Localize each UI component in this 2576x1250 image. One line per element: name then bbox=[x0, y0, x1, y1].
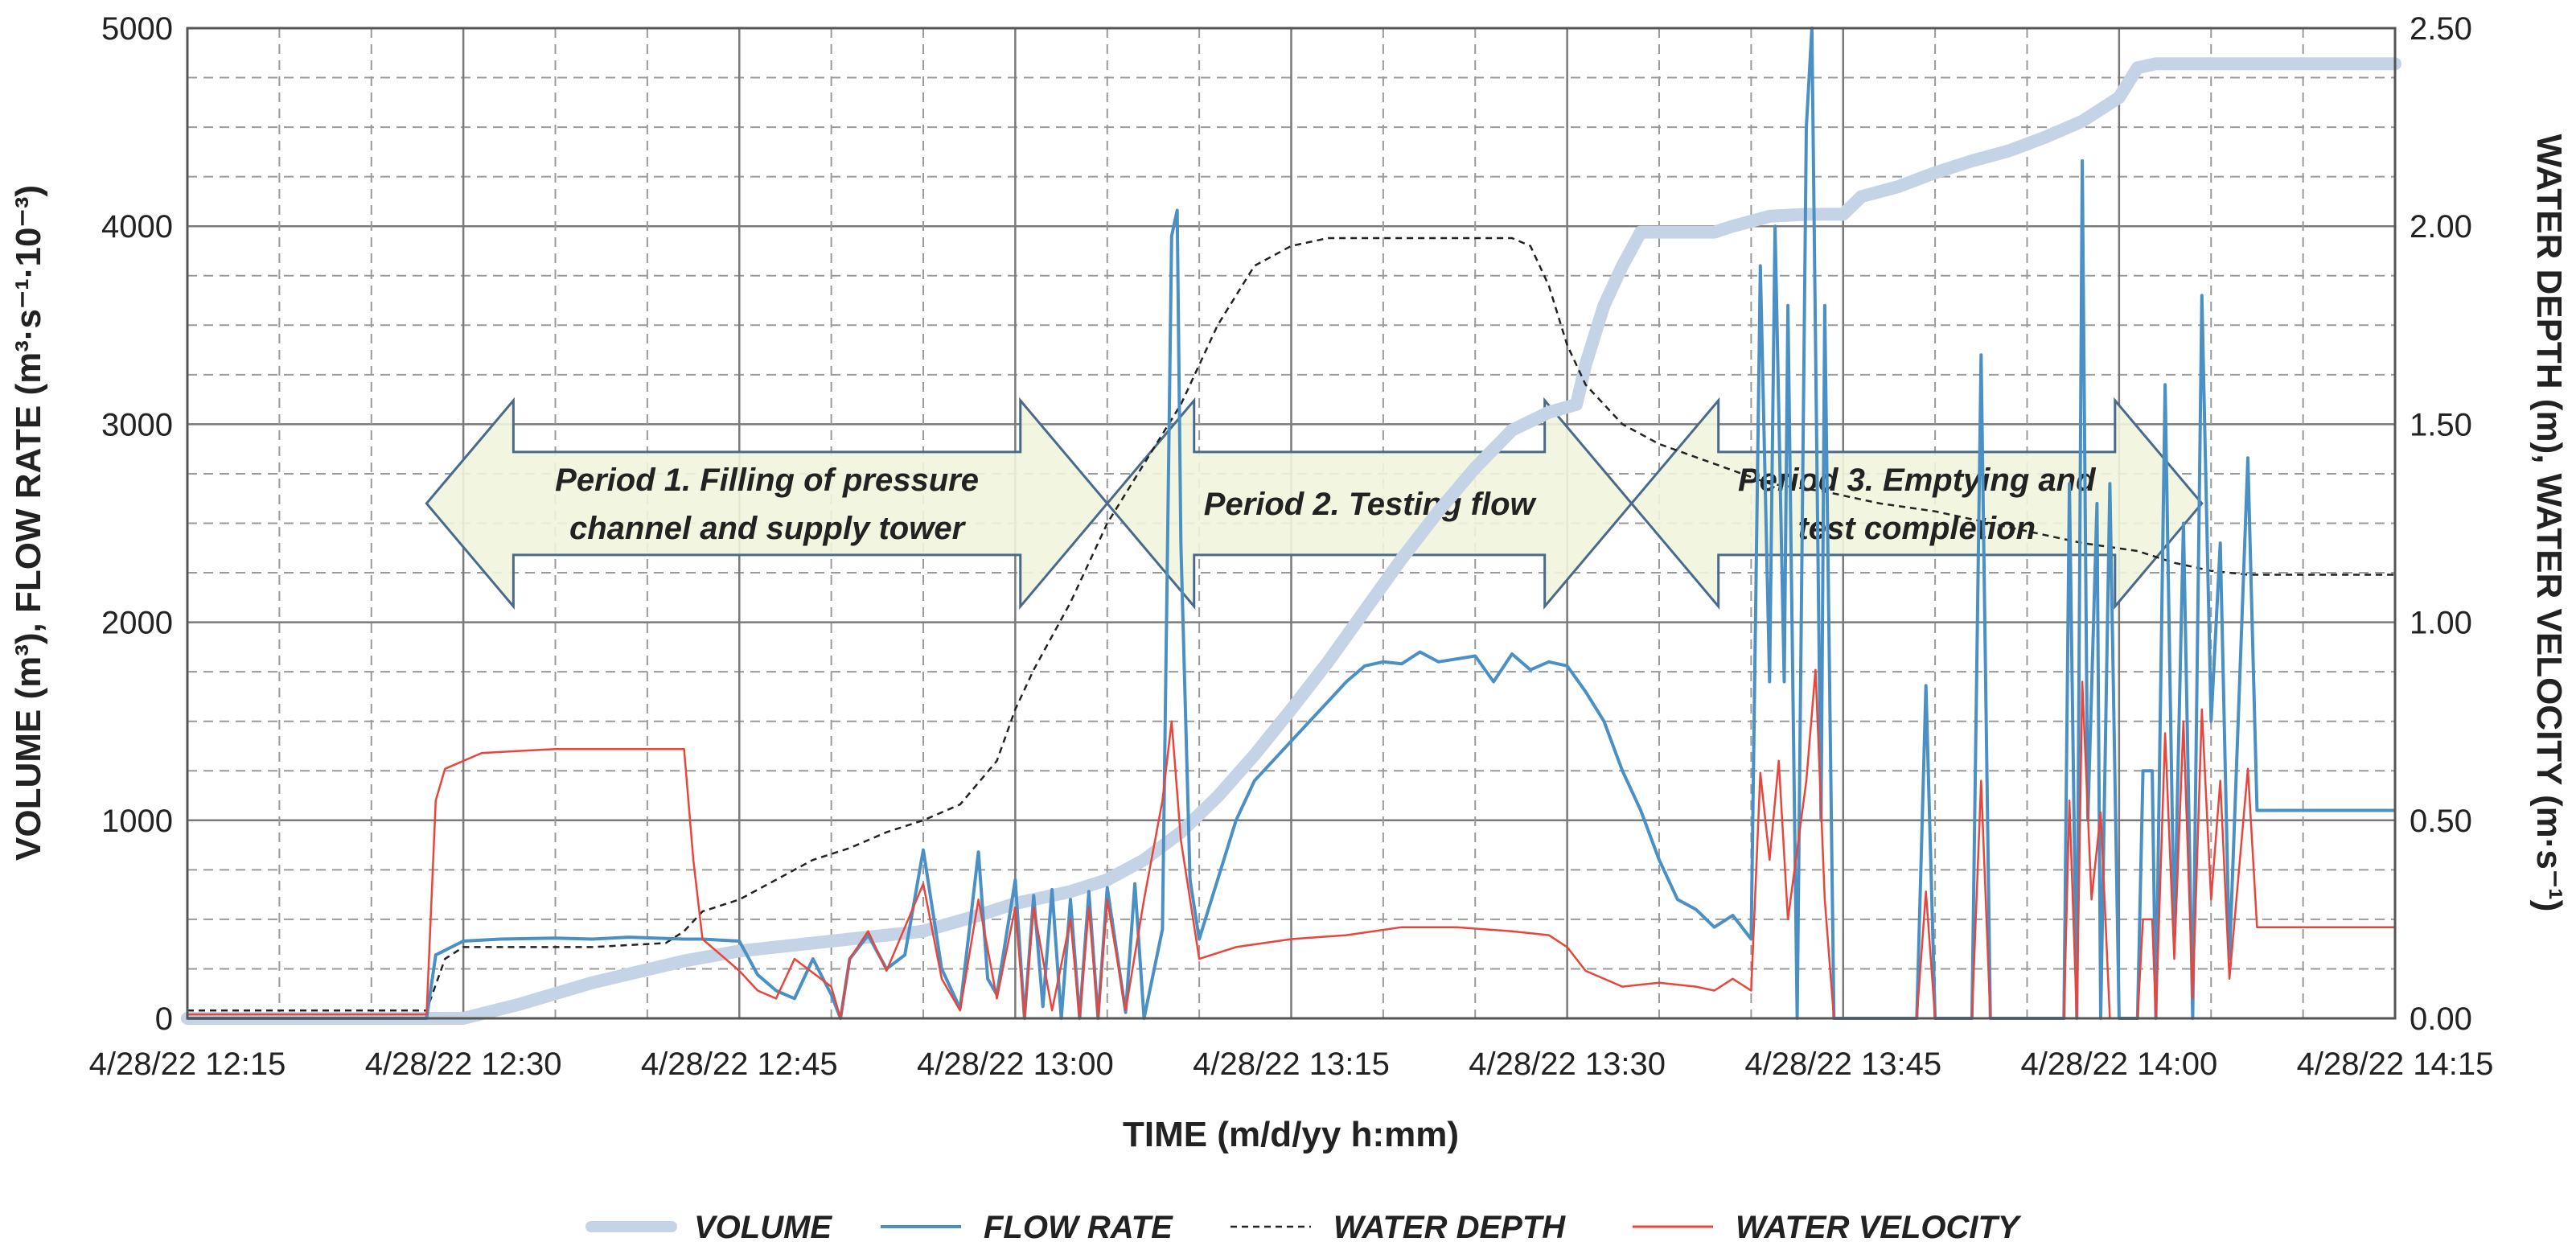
x-tick-label: 4/28/22 13:30 bbox=[1469, 1046, 1666, 1082]
x-tick-label: 4/28/22 12:15 bbox=[89, 1046, 286, 1082]
y-right-tick-label: 0.50 bbox=[2410, 804, 2472, 839]
series-layer bbox=[181, 27, 2401, 1025]
plot-frame bbox=[186, 27, 2397, 1020]
legend-label-volume: VOLUME bbox=[694, 1210, 832, 1245]
period-label-3: Period 3. Emptying and bbox=[1738, 463, 2097, 498]
x-tick-label: 4/28/22 14:15 bbox=[2297, 1046, 2494, 1082]
y-right-tick-label: 0.00 bbox=[2410, 1001, 2472, 1037]
y-right-tick-label: 2.50 bbox=[2410, 11, 2472, 47]
period-arrow-1 bbox=[425, 397, 1109, 610]
series-line-volume bbox=[181, 57, 2401, 1025]
period-label-1: Period 1. Filling of pressure bbox=[555, 463, 979, 498]
x-tick-label: 4/28/22 13:00 bbox=[917, 1046, 1114, 1082]
period-arrows: Period 1. Filling of pressure channel and… bbox=[425, 397, 2204, 610]
x-tick-label: 4/28/22 13:15 bbox=[1193, 1046, 1390, 1082]
y-right-tick-label: 1.50 bbox=[2410, 407, 2472, 442]
period-label-1: channel and supply tower bbox=[569, 511, 967, 546]
x-tick-label: 4/28/22 13:45 bbox=[1744, 1046, 1941, 1082]
x-tick-label: 4/28/22 12:30 bbox=[365, 1046, 562, 1082]
legend: VOLUME FLOW RATE WATER DEPTH WATER VELOCITY bbox=[585, 1210, 2022, 1245]
x-tick-label: 4/28/22 12:45 bbox=[641, 1046, 838, 1082]
y-left-tick-label: 1000 bbox=[101, 804, 173, 839]
ticks: 0 1000 2000 3000 4000 5000 0.00 0.50 1.00 1.50 2.0… bbox=[89, 11, 2494, 1082]
x-tick-label: 4/28/22 14:00 bbox=[2021, 1046, 2218, 1082]
y-left-tick-label: 3000 bbox=[101, 407, 173, 442]
y-right-axis-title: WATER DEPTH (m), WATER VELOCITY (m·s⁻¹) bbox=[2529, 134, 2569, 912]
y-left-tick-label: 2000 bbox=[101, 606, 173, 641]
y-left-axis-title: VOLUME (m³), FLOW RATE (m³·s⁻¹·10⁻³) bbox=[9, 185, 48, 861]
y-left-tick-label: 4000 bbox=[101, 209, 173, 245]
y-left-tick-label: 0 bbox=[155, 1001, 173, 1037]
period-label-2: Period 2. Testing flow bbox=[1204, 487, 1538, 522]
legend-label-flow-rate: FLOW RATE bbox=[984, 1210, 1173, 1245]
series-line-flow-rate bbox=[187, 27, 2395, 1020]
legend-label-water-velocity: WATER VELOCITY bbox=[1736, 1210, 2022, 1245]
series-line-water-depth bbox=[187, 236, 2395, 1012]
period-label-3: test completion bbox=[1797, 511, 2036, 546]
y-right-tick-label: 1.00 bbox=[2410, 606, 2472, 641]
x-axis-title: TIME (m/d/yy h:mm) bbox=[1123, 1115, 1459, 1154]
y-left-tick-label: 5000 bbox=[101, 11, 173, 47]
y-right-tick-label: 2.00 bbox=[2410, 209, 2472, 245]
period-arrow-3 bbox=[1629, 397, 2204, 610]
legend-label-water-depth: WATER DEPTH bbox=[1333, 1210, 1566, 1245]
